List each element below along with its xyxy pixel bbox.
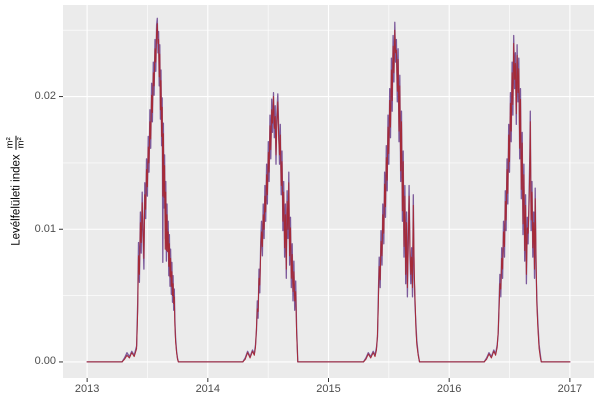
x-axis-tick-label: 2016 — [436, 383, 462, 395]
x-axis-tick-label: 2013 — [74, 383, 100, 395]
y-axis-title: Levélfelületi index m² m² — [5, 136, 27, 246]
y-axis-tick-label: 0.00 — [34, 355, 56, 368]
fraction-denominator: m² — [15, 137, 27, 149]
x-axis-tick-label: 2015 — [316, 383, 341, 395]
y-axis-tick-label: 0.01 — [34, 222, 56, 235]
x-axis-tick-label: 2017 — [557, 383, 583, 395]
x-axis-tick-label: 2014 — [195, 383, 221, 395]
lai-series-red — [86, 23, 571, 363]
y-axis-title-fraction: m² m² — [5, 136, 27, 150]
y-axis-tick-label: 0.02 — [34, 90, 56, 103]
y-axis-title-text: Levélfelületi index — [10, 154, 22, 246]
